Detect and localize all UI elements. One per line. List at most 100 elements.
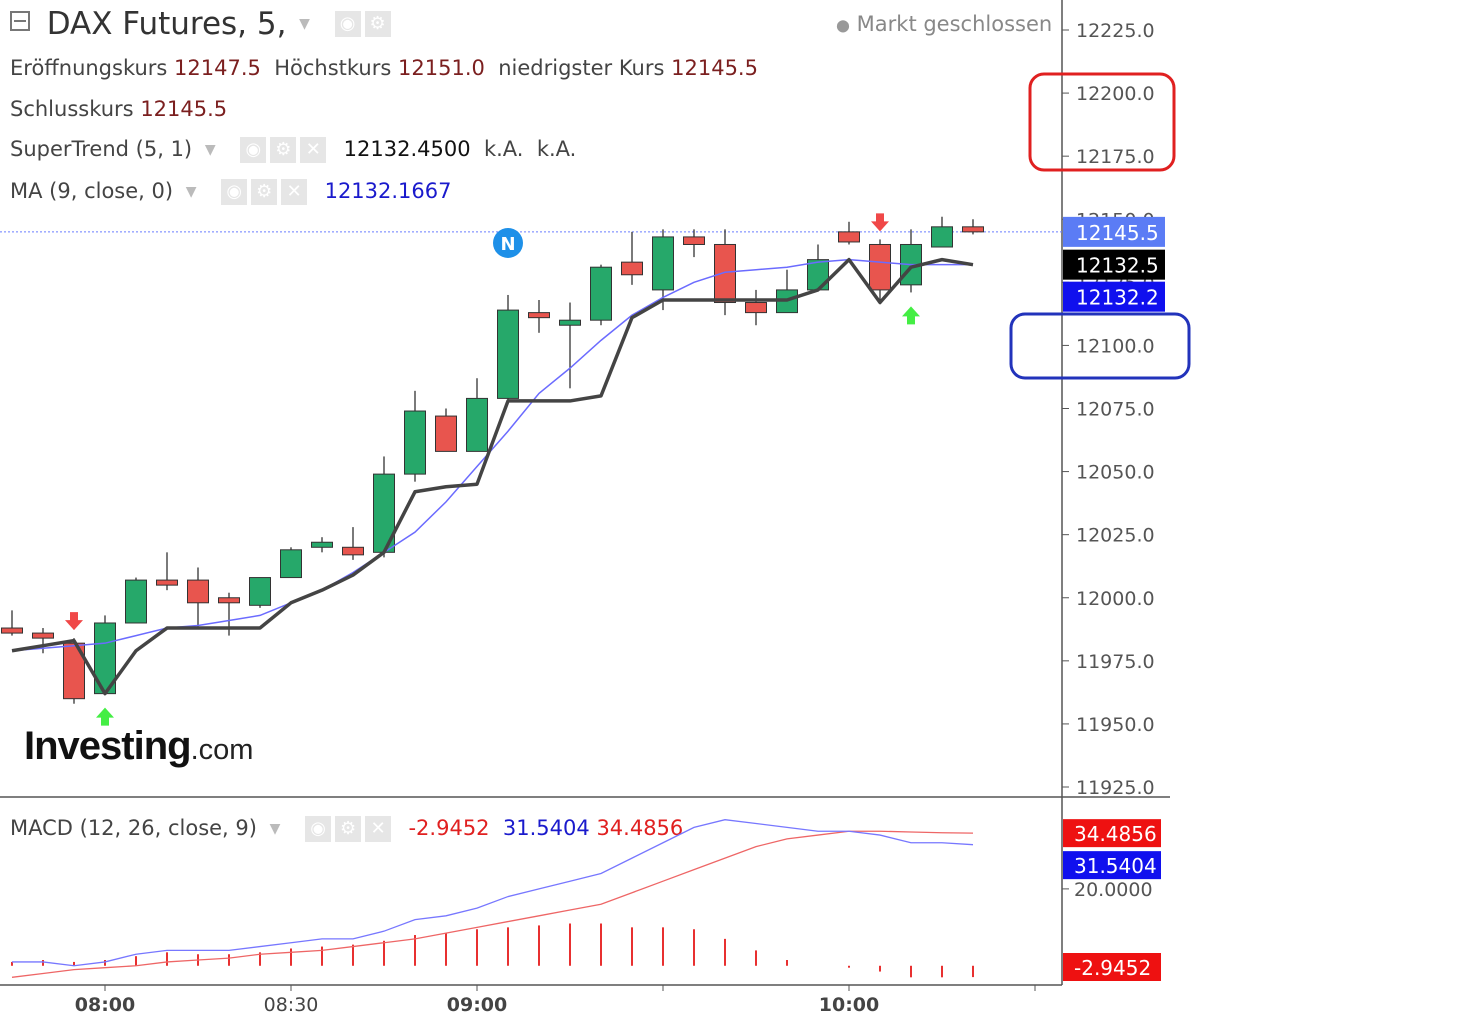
supertrend-na-1: k.A. bbox=[483, 137, 524, 161]
supertrend-line bbox=[11, 257, 974, 696]
candle-body bbox=[32, 632, 54, 639]
candle bbox=[714, 229, 736, 316]
candle bbox=[528, 299, 550, 333]
candle bbox=[838, 221, 860, 245]
candle bbox=[559, 302, 581, 389]
gear-icon[interactable]: ⚙ bbox=[270, 137, 297, 163]
macd-row: MACD (12, 26, close, 9) ▼ ◉ ⚙ ✕ -2.9452 31… bbox=[10, 816, 683, 842]
macd-badge bbox=[1063, 953, 1161, 981]
low-label: niedrigster Kurs bbox=[498, 56, 665, 80]
ma-row: MA (9, close, 0) ▼ ◉ ⚙ ✕ 12132.1667 bbox=[10, 179, 452, 205]
gear-icon[interactable]: ⚙ bbox=[335, 816, 362, 842]
collapse-icon[interactable] bbox=[10, 11, 30, 31]
candle bbox=[125, 577, 147, 624]
candle-body bbox=[590, 266, 612, 321]
candle bbox=[280, 547, 302, 579]
candle-body bbox=[466, 397, 488, 452]
ma-line bbox=[11, 258, 973, 652]
chevron-down-icon[interactable]: ▼ bbox=[269, 821, 281, 837]
sell-arrow-icon bbox=[871, 213, 889, 232]
ohlc-row: Eröffnungskurs 12147.5 Höchstkurs 12151.… bbox=[10, 56, 758, 80]
candle-body bbox=[218, 597, 240, 604]
macd-badge-label: -2.9452 bbox=[1074, 956, 1151, 980]
candle-body bbox=[249, 577, 271, 606]
ma-value: 12132.1667 bbox=[324, 179, 452, 203]
candle bbox=[63, 638, 85, 704]
candle bbox=[342, 527, 364, 560]
news-marker-icon bbox=[493, 227, 523, 258]
macd-line-value: 31.5404 bbox=[502, 816, 590, 840]
news-marker-label: N bbox=[500, 234, 515, 255]
gear-icon[interactable]: ⚙ bbox=[251, 179, 278, 205]
candle-body bbox=[838, 231, 860, 243]
close-icon[interactable]: ✕ bbox=[300, 137, 327, 163]
macd-label[interactable]: MACD (12, 26, close, 9) bbox=[10, 816, 257, 840]
y-tick-label: 11950.0 bbox=[1076, 714, 1155, 736]
y-tick-label: 11925.0 bbox=[1076, 777, 1155, 799]
y-tick-label: 11975.0 bbox=[1076, 651, 1155, 673]
candle-body bbox=[280, 549, 302, 579]
open-value: 12147.5 bbox=[174, 56, 261, 80]
price-badge bbox=[1063, 216, 1165, 247]
candle-body bbox=[187, 579, 209, 604]
x-tick-label: 09:00 bbox=[447, 994, 507, 1016]
candle-body bbox=[156, 579, 178, 586]
candle-body bbox=[435, 415, 457, 452]
candle-body bbox=[311, 541, 333, 548]
candle bbox=[94, 615, 116, 695]
candle bbox=[931, 216, 953, 248]
close-icon[interactable]: ✕ bbox=[365, 816, 392, 842]
candle bbox=[187, 567, 209, 629]
candle bbox=[156, 552, 178, 591]
candle-body bbox=[621, 261, 643, 276]
eye-icon[interactable]: ◉ bbox=[334, 11, 361, 37]
candle bbox=[311, 537, 333, 553]
candle-body bbox=[931, 226, 953, 248]
candle-body bbox=[559, 319, 581, 326]
open-label: Eröffnungskurs bbox=[10, 56, 168, 80]
brand-logo: Investing.com bbox=[24, 724, 254, 768]
ma-label[interactable]: MA (9, close, 0) bbox=[10, 179, 174, 203]
eye-icon[interactable]: ◉ bbox=[221, 179, 248, 205]
candle bbox=[404, 390, 426, 482]
close-value: 12145.5 bbox=[140, 97, 228, 121]
y-tick-label: 12025.0 bbox=[1076, 525, 1155, 547]
candle bbox=[32, 628, 54, 654]
supertrend-label[interactable]: SuperTrend (5, 1) bbox=[10, 137, 193, 161]
low-value: 12145.5 bbox=[671, 56, 758, 80]
macd-badge-label: 34.4856 bbox=[1074, 822, 1157, 846]
chevron-down-icon[interactable]: ▼ bbox=[185, 184, 197, 200]
candle-body bbox=[745, 302, 767, 314]
eye-icon[interactable]: ◉ bbox=[305, 816, 332, 842]
chevron-down-icon[interactable]: ▼ bbox=[299, 16, 310, 32]
highlight-box-blue bbox=[1009, 312, 1191, 380]
y-tick-label: 12000.0 bbox=[1076, 588, 1155, 610]
candle bbox=[745, 289, 767, 326]
macd-y-tick-label: 20.0000 bbox=[1074, 879, 1153, 901]
candle-body bbox=[714, 243, 736, 304]
candle bbox=[962, 219, 984, 235]
candle-body bbox=[869, 243, 891, 291]
candle-body bbox=[528, 312, 550, 319]
macd-signal-line bbox=[11, 830, 974, 978]
supertrend-value: 12132.4500 bbox=[343, 137, 471, 161]
candle bbox=[683, 229, 705, 258]
candle bbox=[621, 231, 643, 285]
macd-hist-value: -2.9452 bbox=[408, 816, 490, 840]
price-badge bbox=[1063, 249, 1165, 280]
eye-icon[interactable]: ◉ bbox=[240, 137, 267, 163]
y-tick-label: 12050.0 bbox=[1076, 462, 1155, 484]
y-tick-label: 12225.0 bbox=[1076, 20, 1155, 42]
highlight-box-red bbox=[1028, 72, 1176, 172]
close-icon[interactable]: ✕ bbox=[281, 179, 308, 205]
y-tick-label: 12075.0 bbox=[1076, 399, 1155, 421]
candle bbox=[466, 378, 488, 452]
gear-icon[interactable]: ⚙ bbox=[364, 11, 391, 37]
symbol-title[interactable]: DAX Futures, 5, bbox=[46, 6, 287, 42]
chevron-down-icon[interactable]: ▼ bbox=[204, 142, 216, 158]
macd-badge bbox=[1063, 819, 1161, 848]
x-tick-label: 08:30 bbox=[264, 994, 319, 1016]
candle-body bbox=[652, 236, 674, 291]
candle bbox=[1, 610, 23, 636]
